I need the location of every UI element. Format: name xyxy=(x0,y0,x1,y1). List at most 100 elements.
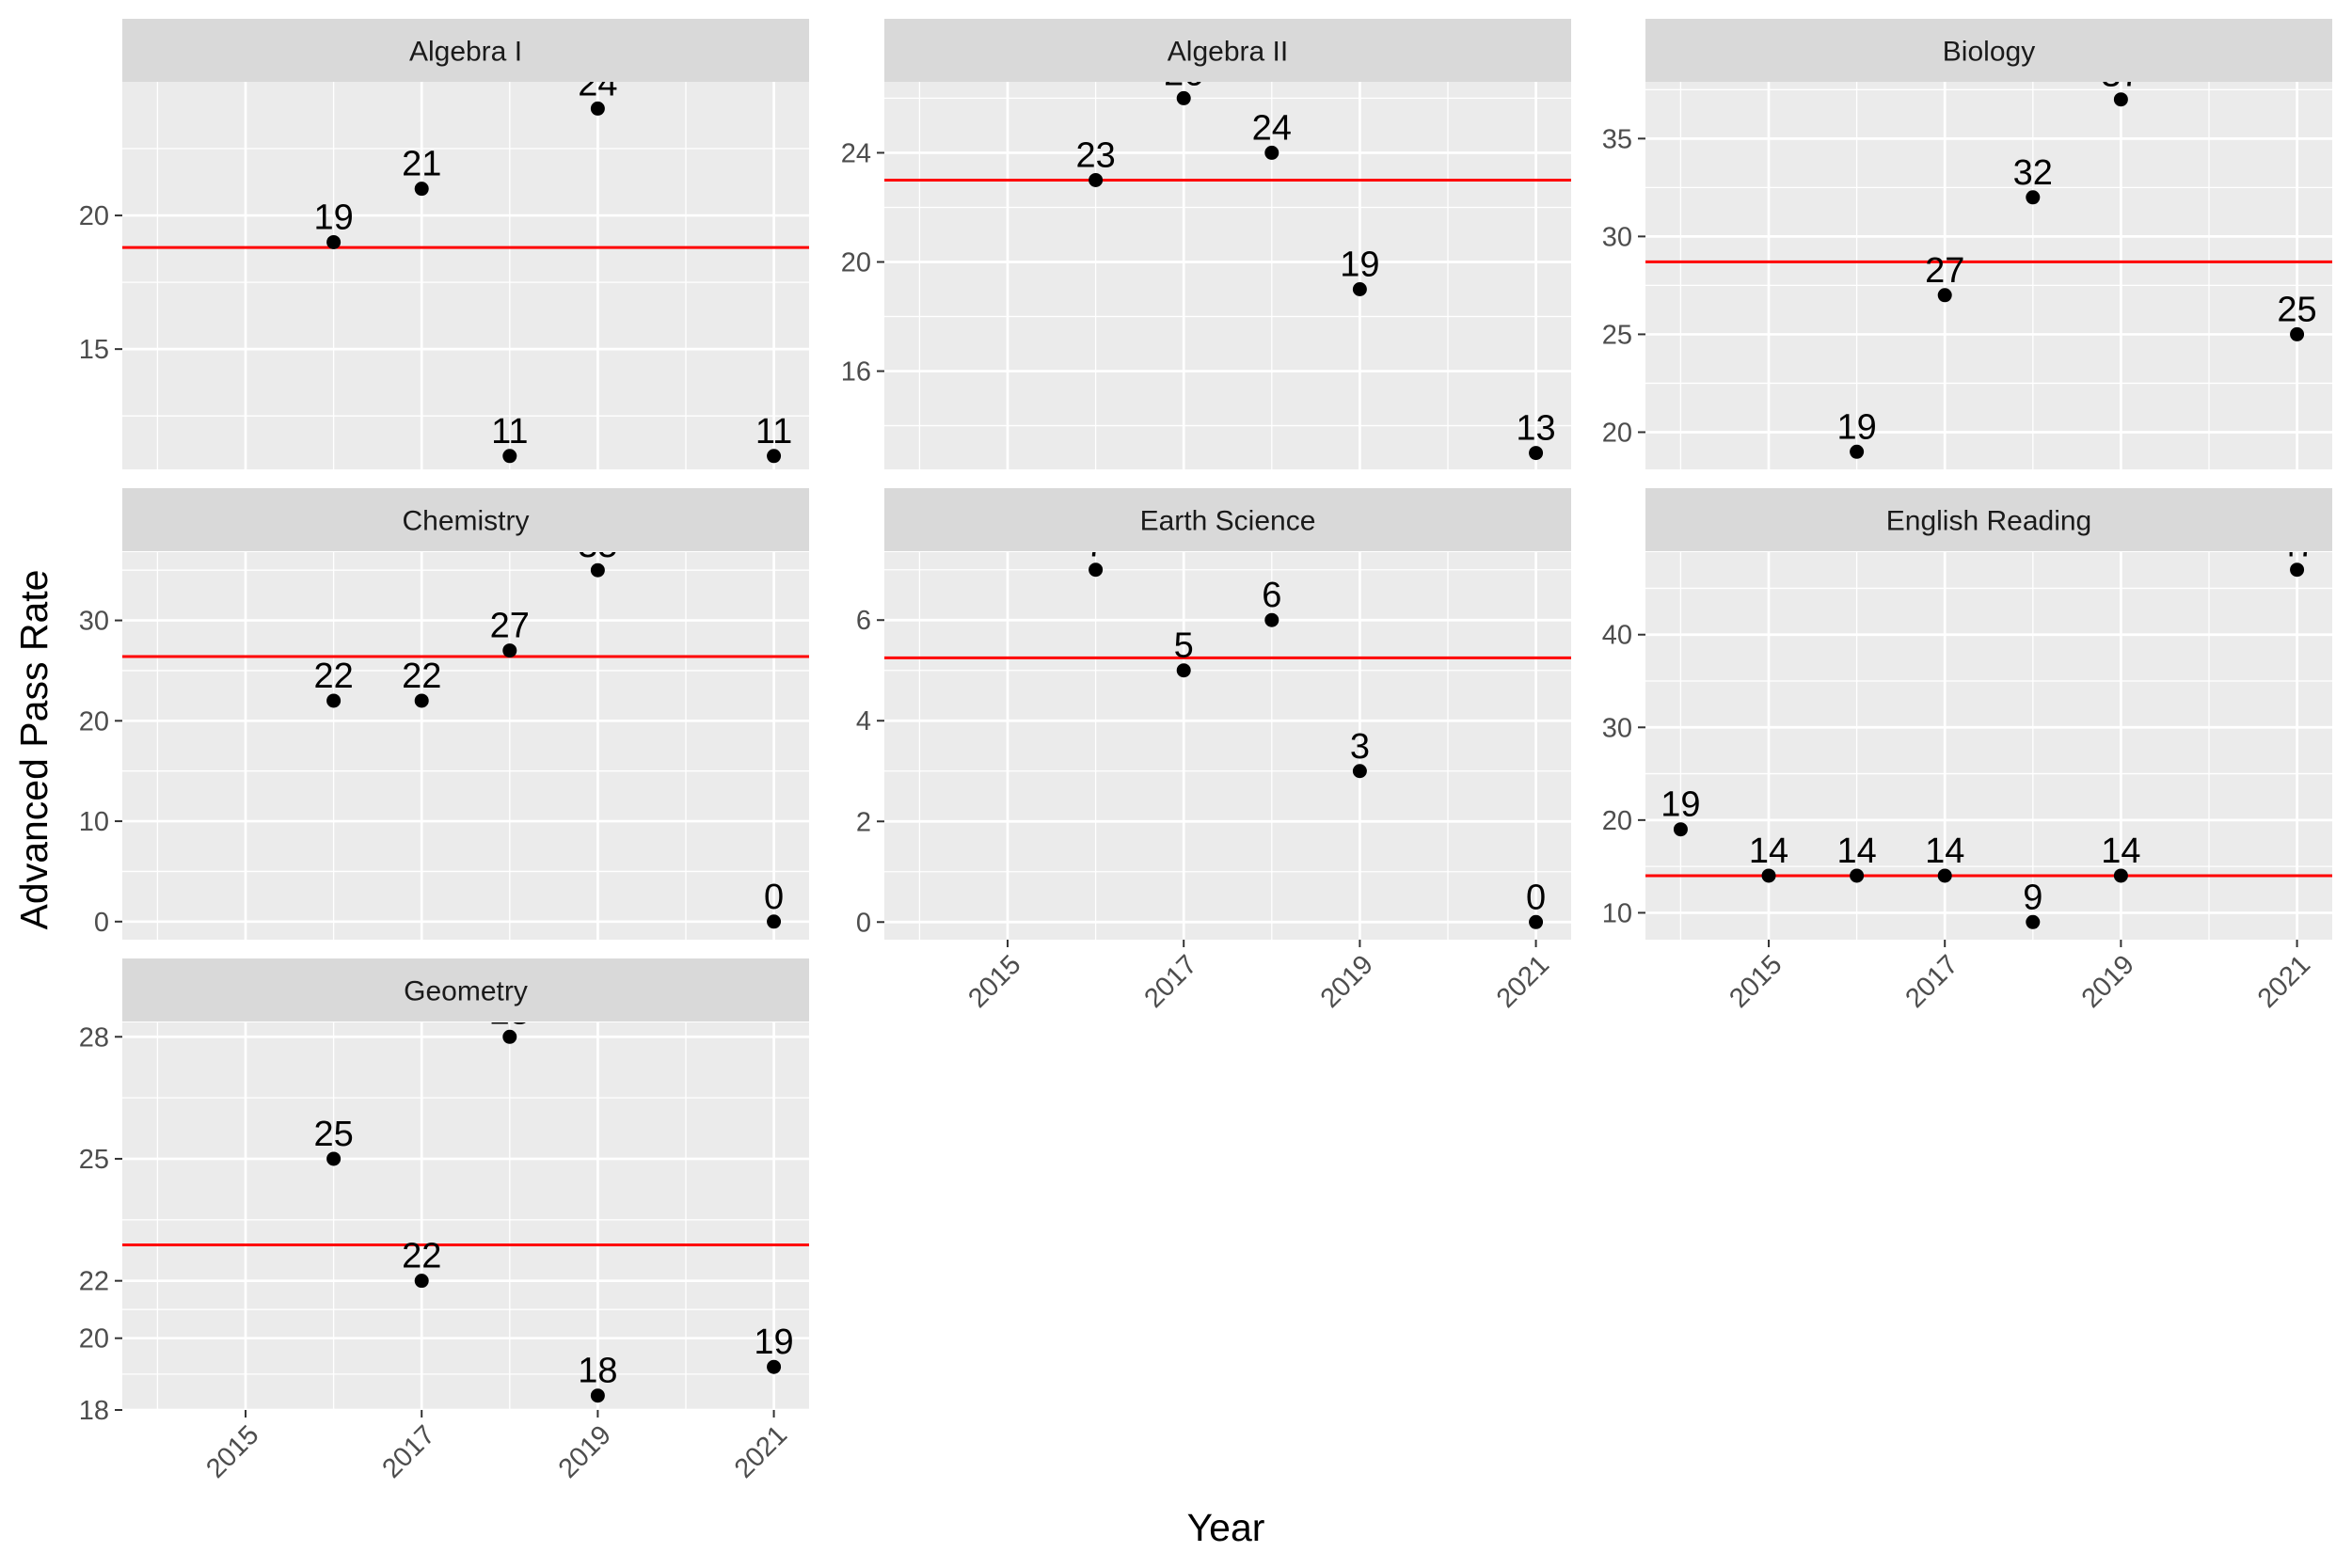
data-label: 5 xyxy=(1174,626,1194,666)
data-point xyxy=(2290,562,2305,578)
facet-strip xyxy=(122,19,809,82)
data-point xyxy=(414,1274,429,1289)
facet-title: Earth Science xyxy=(1140,506,1316,537)
data-point xyxy=(590,1388,605,1403)
facet-strip xyxy=(122,958,809,1022)
data-label: 11 xyxy=(491,412,528,451)
y-tick-label: 4 xyxy=(856,706,871,736)
facet-title: Algebra I xyxy=(409,37,522,68)
data-point xyxy=(1176,90,1191,105)
data-point xyxy=(326,234,342,249)
data-label: 35 xyxy=(578,526,617,565)
data-label: 22 xyxy=(402,1237,441,1276)
facet-geometry: Geometry25222818191820222528201520172019… xyxy=(79,958,809,1484)
data-point xyxy=(1673,822,1688,837)
y-tick-label: 20 xyxy=(79,706,109,736)
data-label: 24 xyxy=(578,64,617,103)
data-point xyxy=(1089,562,1104,578)
data-point xyxy=(1176,663,1191,678)
data-point xyxy=(2113,92,2128,107)
data-label: 19 xyxy=(1836,407,1876,447)
data-point xyxy=(1761,868,1776,883)
data-point xyxy=(590,562,605,578)
y-tick-label: 35 xyxy=(1602,124,1632,154)
data-label: 7 xyxy=(1086,526,1105,565)
data-point xyxy=(767,914,782,929)
data-label: 19 xyxy=(1340,245,1379,285)
data-label: 14 xyxy=(1925,832,1964,871)
data-label: 6 xyxy=(1262,576,1281,615)
y-tick-label: 10 xyxy=(1602,898,1632,928)
y-tick-label: 20 xyxy=(79,1324,109,1354)
data-point xyxy=(326,1151,342,1166)
data-point xyxy=(502,643,517,658)
data-point xyxy=(767,449,782,464)
data-point xyxy=(1352,282,1367,297)
data-label: 19 xyxy=(754,1323,793,1362)
data-label: 0 xyxy=(764,878,784,917)
data-label: 9 xyxy=(2023,878,2042,917)
data-point xyxy=(2026,190,2041,205)
x-axis-title: Year xyxy=(1187,1506,1265,1549)
data-label: 19 xyxy=(1661,785,1700,825)
data-point xyxy=(1352,764,1367,779)
data-label: 3 xyxy=(1350,727,1370,767)
y-tick-label: 6 xyxy=(856,606,871,636)
data-point xyxy=(502,449,517,464)
data-point xyxy=(414,182,429,197)
facet-title: Biology xyxy=(1943,37,2035,68)
data-point xyxy=(1937,868,1952,883)
y-tick-label: 0 xyxy=(856,908,871,938)
data-label: 27 xyxy=(490,607,530,646)
data-point xyxy=(1089,172,1104,187)
y-tick-label: 20 xyxy=(79,201,109,231)
y-tick-label: 30 xyxy=(1602,222,1632,252)
data-point xyxy=(590,101,605,116)
data-label: 47 xyxy=(2277,526,2316,565)
data-label: 22 xyxy=(313,657,353,696)
data-label: 32 xyxy=(2013,153,2053,193)
panel-background xyxy=(122,552,809,940)
y-tick-label: 15 xyxy=(79,335,109,365)
data-point xyxy=(1529,914,1544,929)
data-point xyxy=(2026,914,2041,929)
data-point xyxy=(1264,145,1279,160)
facet-strip xyxy=(1645,19,2332,82)
facet-algebra-i: Algebra I 19 21 11 24 11 15 20 xyxy=(79,19,809,469)
panel-background xyxy=(1645,552,2332,940)
data-label: 13 xyxy=(1516,409,1555,449)
data-point xyxy=(502,1029,517,1044)
y-tick-label: 20 xyxy=(1602,418,1632,448)
data-point xyxy=(1850,868,1865,883)
data-label: 14 xyxy=(1749,832,1788,871)
data-point xyxy=(414,693,429,708)
facet-strip xyxy=(1645,488,2332,551)
data-label: 27 xyxy=(1925,251,1964,291)
y-tick-label: 22 xyxy=(79,1267,109,1297)
y-tick-label: 20 xyxy=(1602,806,1632,836)
facet-chemistry: Chemistry 22 22 27 35 0 0 10 20 30 xyxy=(79,488,809,940)
panel-background xyxy=(122,1022,809,1410)
y-tick-label: 30 xyxy=(1602,713,1632,743)
facet-strip xyxy=(884,488,1571,551)
y-tick-label: 28 xyxy=(79,1022,109,1053)
data-label: 25 xyxy=(2277,290,2316,329)
data-label: 25 xyxy=(313,1115,353,1154)
y-tick-label: 16 xyxy=(841,357,871,388)
y-tick-label: 20 xyxy=(841,247,871,277)
facet-algebra-ii: Algebra II 23 26 24 19 13 16 20 24 xyxy=(841,19,1571,469)
data-label: 21 xyxy=(402,145,441,184)
data-label: 22 xyxy=(402,657,441,696)
y-tick-label: 25 xyxy=(79,1145,109,1175)
data-label: 19 xyxy=(313,198,353,237)
data-label: 24 xyxy=(1252,108,1292,148)
data-point xyxy=(1850,444,1865,459)
data-point xyxy=(1529,446,1544,461)
facet-title: Geometry xyxy=(404,976,528,1007)
data-label: 14 xyxy=(1836,832,1876,871)
y-tick-label: 30 xyxy=(79,607,109,637)
facet-title: Chemistry xyxy=(402,506,529,537)
data-label: 37 xyxy=(2101,55,2140,95)
